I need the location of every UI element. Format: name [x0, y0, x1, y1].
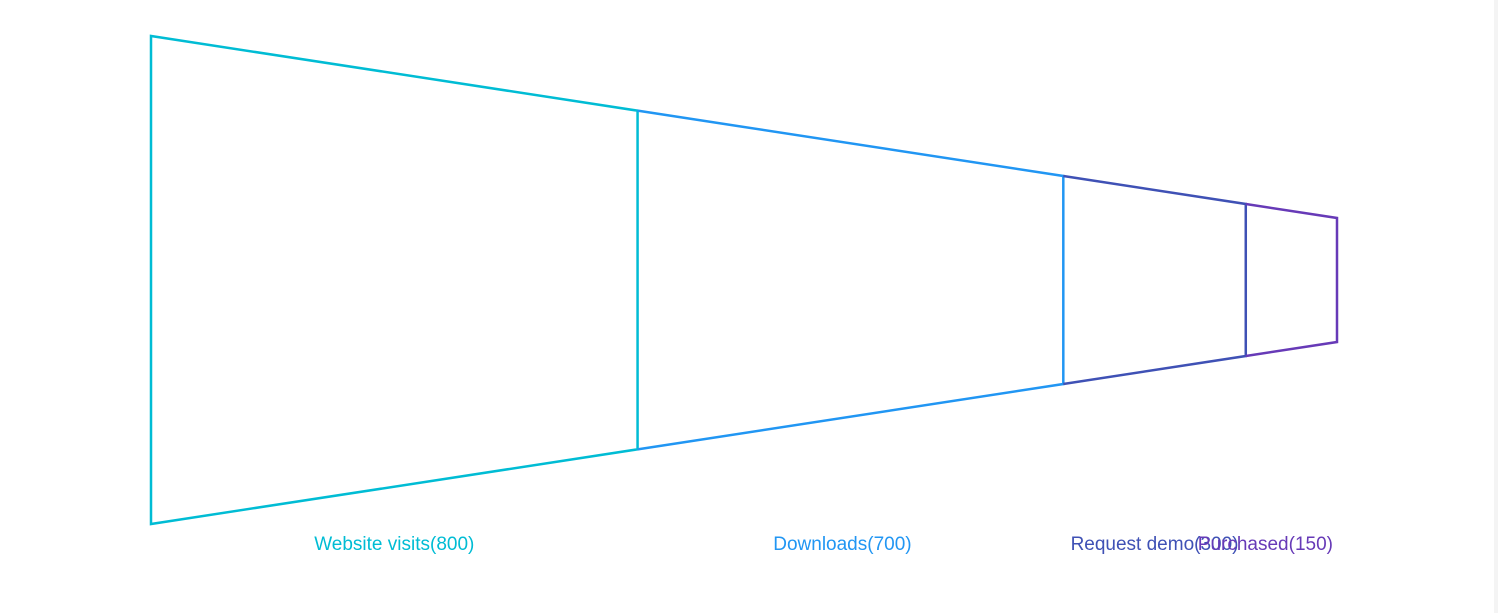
funnel-segments — [149, 34, 1339, 526]
funnel-label-4: Purchased(150) — [1198, 534, 1333, 555]
funnel-label-3: Request demo(300) — [1071, 534, 1239, 555]
funnel-label-2: Downloads(700) — [773, 534, 911, 555]
funnel-labels: Website visits(800) Downloads(700) Request… — [314, 534, 1333, 555]
funnel-label-1: Website visits(800) — [314, 534, 474, 555]
funnel-segment-2[interactable] — [637, 109, 1065, 451]
funnel-segment-4[interactable] — [1245, 202, 1339, 358]
funnel-segment-1[interactable] — [149, 34, 639, 526]
funnel-segment-3[interactable] — [1063, 174, 1248, 386]
page-edge — [1494, 0, 1498, 613]
